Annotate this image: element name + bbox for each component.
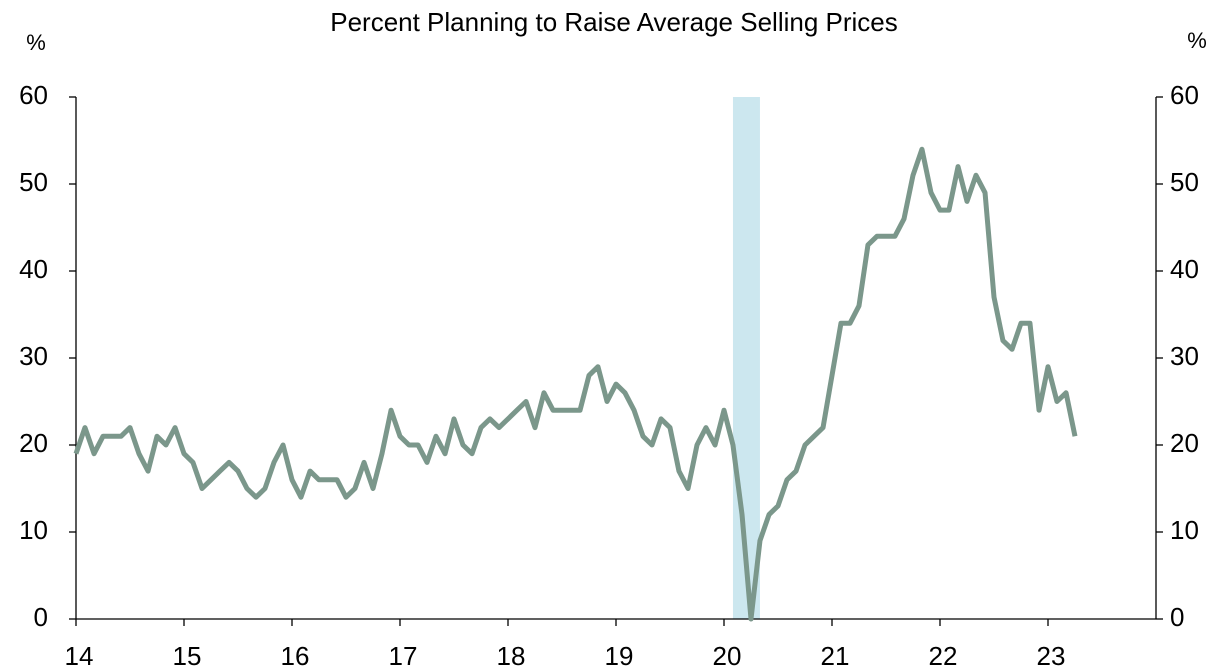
chart-title: Percent Planning to Raise Average Sellin…	[330, 7, 898, 37]
x-tick-label: 16	[281, 641, 310, 671]
y-tick-label: 50	[19, 167, 48, 197]
x-tick-label: 20	[713, 641, 742, 671]
x-tick-label: 22	[929, 641, 958, 671]
y2-tick-label: 60	[1170, 80, 1199, 110]
y-tick-label: 20	[19, 428, 48, 458]
data-line	[73, 146, 1078, 622]
y2-tick-label: 10	[1170, 515, 1199, 545]
x-tick-label: 15	[173, 641, 202, 671]
y-tick-label: 60	[19, 80, 48, 110]
shaded-region	[732, 97, 760, 619]
y2-tick-label: 0	[1170, 602, 1184, 632]
y-axis-label: %	[26, 30, 46, 55]
y-tick-label: 40	[19, 254, 48, 284]
x-tick-label: 23	[1037, 641, 1066, 671]
y2-tick-label: 40	[1170, 254, 1199, 284]
y2-tick-label: 20	[1170, 428, 1199, 458]
y-tick-label: 10	[19, 515, 48, 545]
y2-axis-label: %	[1187, 28, 1207, 53]
y2-tick-label: 30	[1170, 341, 1199, 371]
x-tick-label: 19	[605, 641, 634, 671]
y-tick-label: 30	[19, 341, 48, 371]
y-tick-label: 0	[34, 602, 48, 632]
x-tick-label: 17	[389, 641, 418, 671]
x-tick-label: 21	[821, 641, 850, 671]
x-tick-label: 18	[497, 641, 526, 671]
y2-tick-label: 50	[1170, 167, 1199, 197]
x-tick-label: 14	[65, 641, 94, 671]
